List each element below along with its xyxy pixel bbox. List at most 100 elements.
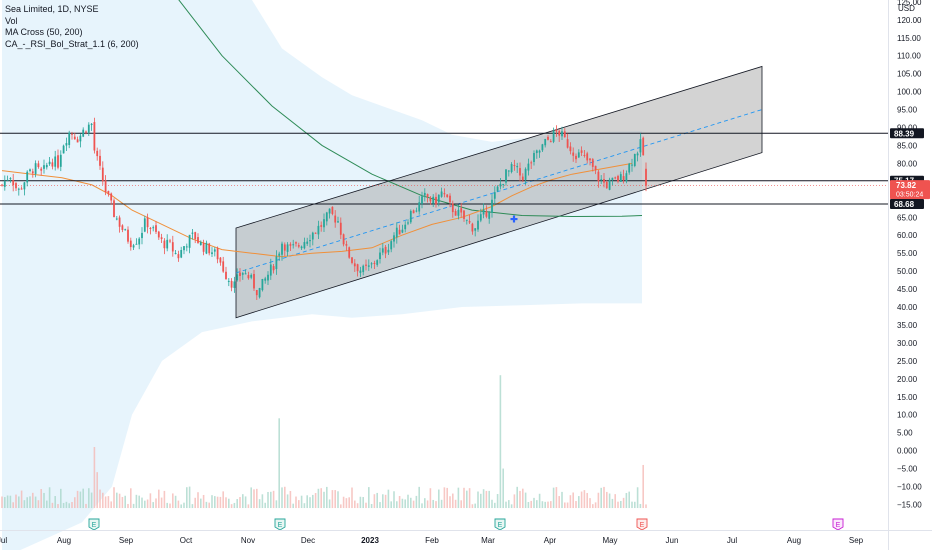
volume-bar (561, 491, 563, 509)
candle-body (381, 248, 384, 253)
earnings-marker (832, 518, 844, 531)
x-tick-label: Sep (119, 536, 134, 545)
candle-body (244, 273, 247, 275)
volume-bar (538, 493, 541, 509)
candle-body (306, 241, 309, 244)
y-tick-label: 125.00 (897, 0, 922, 7)
volume-bar (597, 492, 600, 509)
volume-bar (608, 493, 611, 509)
volume-bar (460, 500, 462, 509)
volume-bar (449, 496, 451, 509)
volume-bar (172, 493, 174, 509)
y-tick-label: −15.00 (897, 500, 922, 509)
candle-body (57, 155, 59, 168)
candle-body (384, 246, 387, 254)
candle-body (639, 139, 642, 153)
candle-body (533, 153, 535, 162)
candle-body (561, 131, 563, 137)
candle-body (239, 272, 241, 276)
candle-body (275, 256, 278, 270)
y-tick-label: 45.00 (897, 285, 918, 294)
candle-body (432, 196, 435, 204)
candle-body (477, 220, 479, 230)
candle-body (482, 209, 485, 215)
volume-bar (331, 490, 334, 509)
volume-bar (43, 492, 45, 509)
candle-body (524, 168, 527, 180)
volume-bar (163, 490, 166, 509)
legend-symbol[interactable]: Sea Limited, 1D, NYSE (5, 4, 99, 14)
candle-body (183, 246, 185, 251)
candle-body (409, 210, 412, 223)
candle-body (12, 180, 15, 186)
candle-body (597, 171, 600, 182)
candle-body (387, 249, 390, 253)
volume-bar (580, 491, 583, 509)
legend-ma-cross[interactable]: MA Cross (50, 200) (5, 27, 83, 37)
volume-bar (85, 503, 87, 509)
candle-body (9, 178, 12, 180)
candle-body (311, 232, 314, 240)
earnings-marker-label: E (836, 522, 841, 529)
candle-body (113, 200, 115, 218)
candle-body (96, 150, 99, 157)
y-tick-label: 55.00 (897, 249, 918, 258)
candle-body (45, 164, 48, 168)
y-tick-label: 115.00 (897, 34, 921, 43)
volume-bar (634, 501, 636, 509)
candle-body (457, 209, 460, 216)
y-axis: 125.00 120.00 115.00 110.00 105.00 100.00 95.0… (897, 0, 922, 509)
x-tick-label: Oct (180, 536, 193, 545)
candle-body (174, 253, 177, 255)
candle-body (26, 171, 29, 183)
candle-body (3, 181, 6, 187)
y-tick-label: 35.00 (897, 321, 918, 330)
candle-body (591, 159, 594, 167)
candle-body (149, 227, 152, 229)
volume-bar (387, 489, 390, 509)
volume-bar (174, 495, 177, 509)
candle-body (566, 139, 569, 148)
volume-bar (298, 500, 300, 509)
volume-bar (485, 490, 488, 509)
candle-body (177, 254, 180, 259)
chart-legend: Sea Limited, 1D, NYSE Vol MA Cross (50, … (5, 4, 139, 50)
volume-bar (340, 504, 342, 509)
volume-bar (354, 500, 356, 509)
volume-bar (300, 495, 303, 509)
candle-body (34, 163, 37, 175)
volume-bar (370, 504, 373, 509)
x-tick-label: Mar (481, 536, 495, 545)
candle-body (314, 232, 317, 234)
volume-bar (566, 502, 569, 509)
legend-volume[interactable]: Vol (5, 15, 18, 26)
candle-body (575, 155, 577, 160)
volume-bar (569, 495, 572, 509)
volume-bar (314, 493, 317, 509)
candle-body (269, 264, 272, 276)
candle-body (365, 264, 367, 266)
earnings-marker (274, 518, 286, 531)
volume-bar (29, 496, 31, 509)
volume-bar (418, 486, 420, 509)
volume-bar (275, 500, 278, 509)
legend-strategy[interactable]: CA_-_RSI_Bol_Strat_1.1 (6, 200) (5, 38, 139, 49)
volume-bar (429, 488, 432, 509)
candle-body (292, 244, 295, 246)
y-tick-label: 30.00 (897, 339, 918, 348)
volume-bar (611, 498, 614, 509)
volume-bar (261, 494, 264, 509)
x-tick-label: May (602, 536, 617, 545)
candle-body (155, 225, 157, 232)
candle-body (166, 239, 169, 249)
volume-bar (320, 488, 322, 509)
candle-body (233, 281, 236, 288)
candle-body (227, 280, 230, 282)
volume-bar (477, 491, 479, 509)
candle-body (54, 156, 57, 167)
currency-label: USD (898, 4, 915, 13)
volume-bar (152, 502, 154, 509)
x-tick-label: Aug (57, 536, 71, 545)
